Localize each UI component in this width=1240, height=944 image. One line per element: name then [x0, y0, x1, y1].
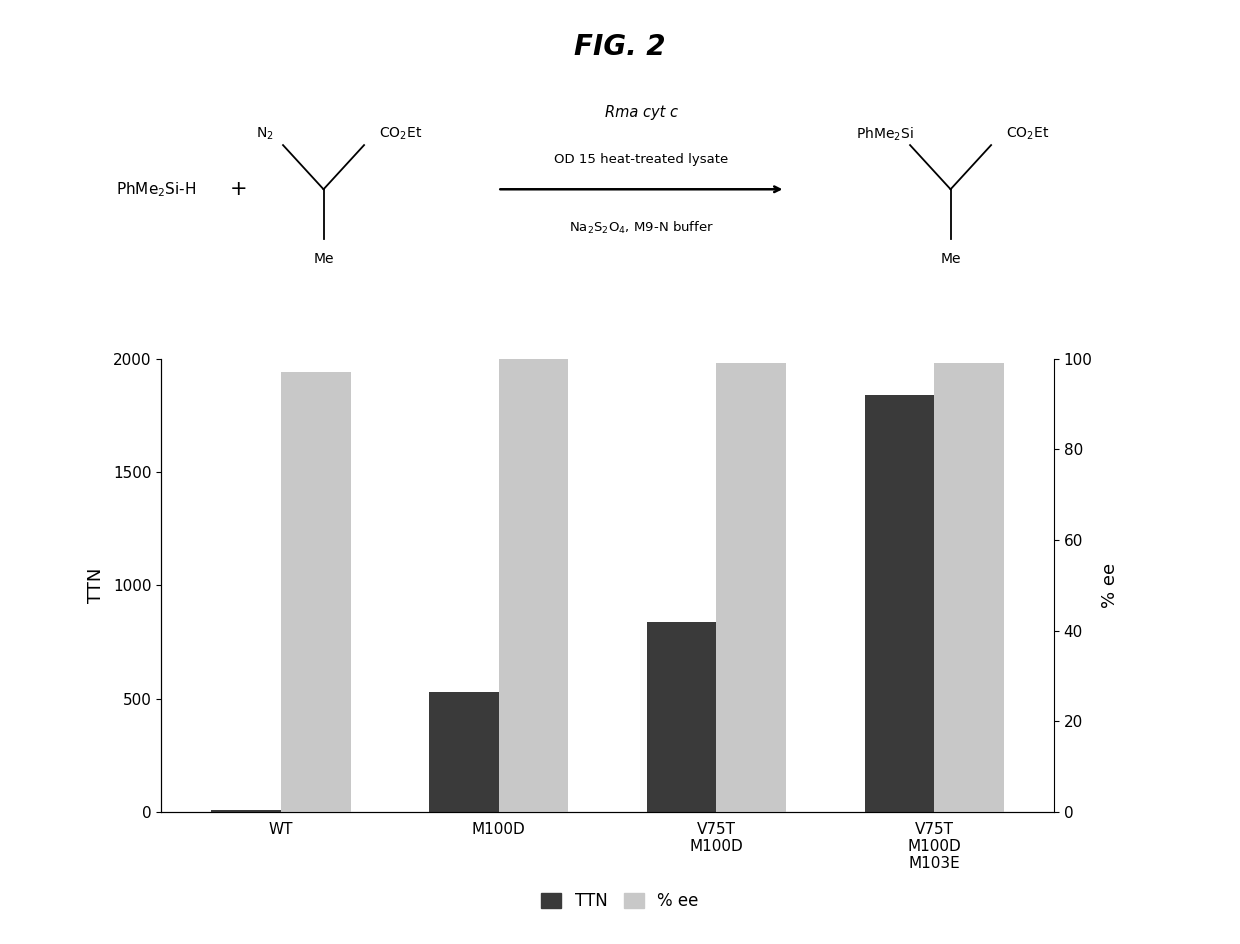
Bar — [211, 810, 281, 812]
Y-axis label: TTN: TTN — [87, 567, 104, 603]
Text: Na$_2$S$_2$O$_4$, M9-N buffer: Na$_2$S$_2$O$_4$, M9-N buffer — [569, 219, 714, 236]
Text: PhMe$_2$Si-H: PhMe$_2$Si-H — [117, 180, 196, 198]
Bar — [281, 372, 351, 812]
Text: FIG. 2: FIG. 2 — [574, 33, 666, 61]
Y-axis label: % ee: % ee — [1101, 563, 1118, 608]
Text: +: + — [229, 179, 247, 199]
Text: Me: Me — [940, 252, 961, 266]
Legend: TTN, % ee: TTN, % ee — [534, 885, 706, 917]
Bar — [717, 363, 786, 812]
Bar — [647, 621, 717, 812]
Text: CO$_2$Et: CO$_2$Et — [378, 126, 422, 143]
Text: OD 15 heat-treated lysate: OD 15 heat-treated lysate — [554, 153, 728, 166]
Text: CO$_2$Et: CO$_2$Et — [1006, 126, 1049, 143]
Bar — [498, 359, 568, 812]
Bar — [934, 363, 1004, 812]
Bar — [429, 692, 498, 812]
Text: Rma cyt c: Rma cyt c — [605, 106, 678, 120]
Text: PhMe$_2$Si: PhMe$_2$Si — [856, 126, 914, 143]
Bar — [864, 395, 934, 812]
Text: N$_2$: N$_2$ — [255, 126, 274, 143]
Text: Me: Me — [314, 252, 334, 266]
FancyBboxPatch shape — [76, 60, 1164, 327]
